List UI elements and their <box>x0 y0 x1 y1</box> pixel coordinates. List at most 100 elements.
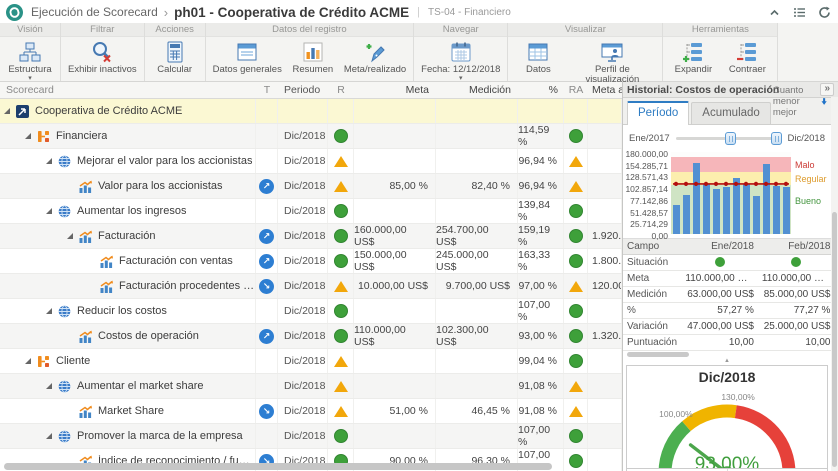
cell-tendency <box>256 374 278 398</box>
ribbon-button-fecha-12-12-2018[interactable]: Fecha: 12/12/2018 ▾ <box>418 39 503 83</box>
panel-horizontal-scrollbar[interactable] <box>623 351 831 358</box>
table-row-aumentar-el-market-share[interactable]: Aumentar el market share Dic/2018 91,08 % <box>0 374 622 399</box>
status-green-circle <box>333 129 348 143</box>
panel-vertical-scrollbar[interactable] <box>831 97 838 471</box>
row-label: Valor para los accionistas <box>98 180 223 192</box>
page-title: ph01 - Cooperativa de Crédito ACME <box>174 4 410 20</box>
ribbon-button-resumen[interactable]: Resumen <box>287 39 339 76</box>
period-range-slider: Ene/2017 Dic/2018 <box>623 125 831 151</box>
status-yellow-triangle <box>568 155 583 167</box>
cell-meta-acumulada <box>588 349 622 373</box>
tree-expander-icon[interactable] <box>67 233 73 239</box>
ribbon-button-estructura[interactable]: Estructura ▾ <box>4 39 56 83</box>
column-header-periodo[interactable]: Periodo <box>284 84 321 96</box>
row-label: Facturación con ventas <box>119 255 233 267</box>
cell-meta-acumulada: 1.800.000 <box>588 249 622 273</box>
trend-up-icon: ↗ <box>259 178 274 194</box>
app-header: Ejecución de Scorecard › ph01 - Cooperat… <box>0 0 838 23</box>
detail-field-label: Meta <box>623 270 682 287</box>
cell-meta <box>354 124 436 148</box>
tree-expander-icon[interactable] <box>25 133 31 139</box>
column-header-scorecard[interactable]: Scorecard <box>6 84 54 96</box>
tree-expander-icon[interactable] <box>46 433 52 439</box>
cell-scorecard: Facturación con ventas <box>0 249 256 273</box>
horizontal-scrollbar-thumb[interactable] <box>4 463 552 470</box>
table-row-valor-para-los-accionistas[interactable]: Valor para los accionistas ↗ Dic/2018 85,00… <box>0 174 622 199</box>
calcular-icon <box>163 40 187 64</box>
refresh-icon[interactable] <box>817 5 832 20</box>
table-row-promover-la-marca-de-la-empresa[interactable]: Promover la marca de la empresa Dic/2018 1… <box>0 424 622 449</box>
table-row-mejorar-el-valor-para-los-accionistas[interactable]: Mejorar el valor para los accionistas Dic… <box>0 149 622 174</box>
cell-meta: 160.000,00 US$ <box>354 224 436 248</box>
column-header-t[interactable]: T <box>263 84 271 96</box>
tree-expander-icon[interactable] <box>46 383 52 389</box>
panel-horizontal-scrollbar-thumb[interactable] <box>627 352 689 357</box>
ribbon-button-meta-realizado[interactable]: Meta/realizado <box>341 39 409 76</box>
cell-medicion <box>436 349 518 373</box>
column-header-meta[interactable]: Meta <box>405 84 429 96</box>
cell-percent: 91,08 % <box>518 374 564 398</box>
ribbon-button-contraer[interactable]: Contraer <box>721 39 773 76</box>
column-header-meta-ac[interactable]: Meta ac <box>592 84 622 96</box>
cell-percent: 93,00 % <box>518 324 564 348</box>
row-label: Aumentar los ingresos <box>77 205 187 217</box>
panel-vertical-scrollbar-thumb[interactable] <box>832 212 837 467</box>
table-row-cliente[interactable]: Cliente Dic/2018 99,04 % <box>0 349 622 374</box>
ribbon-group-filtrar: Filtrar Exhibir inactivos <box>61 23 145 81</box>
tree-expander-icon[interactable] <box>25 358 31 364</box>
table-row-facturaci-n-procedentes-de-otras-fuentes[interactable]: Facturación procedentes de otras fuentes… <box>0 274 622 299</box>
cell-status-r <box>328 99 354 123</box>
tab-periodo[interactable]: Período <box>627 101 690 125</box>
cell-medicion: 102.300,00 US$ <box>436 324 518 348</box>
ribbon-button-exhibir-inactivos[interactable]: Exhibir inactivos <box>65 39 140 76</box>
panel-collapse-button[interactable]: » <box>820 83 834 96</box>
slider-min-label: Ene/2017 <box>629 132 670 144</box>
tree-expander-icon[interactable] <box>4 108 10 114</box>
horizontal-scrollbar[interactable] <box>0 462 622 471</box>
status-yellow-triangle <box>568 180 583 192</box>
slider-handle-end[interactable] <box>770 131 782 145</box>
table-row-aumentar-los-ingresos[interactable]: Aumentar los ingresos Dic/2018 139,84 % <box>0 199 622 224</box>
slider-handle-start[interactable] <box>725 131 737 145</box>
detail-row-situaci-n: Situación <box>623 254 831 271</box>
slider-track[interactable] <box>675 131 782 145</box>
column-header-[interactable]: % <box>548 84 558 96</box>
tree-expander-icon[interactable] <box>46 208 52 214</box>
cell-scorecard: Cliente <box>0 349 256 373</box>
gauge-period-title: Dic/2018 <box>698 369 756 385</box>
status-green-circle <box>333 429 348 443</box>
ribbon-button-label: Calcular <box>157 64 193 75</box>
row-label: Market Share <box>98 405 165 417</box>
column-header-ra[interactable]: RA <box>568 84 584 96</box>
legend-label-bueno: Bueno <box>795 195 822 206</box>
tab-acumulado[interactable]: Acumulado <box>691 102 771 124</box>
table-row-cooperativa-de-cr-dito-acme[interactable]: Cooperativa de Crédito ACME <box>0 99 622 124</box>
table-row-market-share[interactable]: Market Share ↘ Dic/2018 51,00 % 46,45 % 91,08… <box>0 399 622 424</box>
tree-node: Cooperativa de Crédito ACME <box>0 104 182 119</box>
column-header-r[interactable]: R <box>337 84 345 96</box>
panel-splitter-collapse-icon[interactable]: ▲ <box>724 358 730 364</box>
table-row-reducir-los-costos[interactable]: Reducir los costos Dic/2018 107,00 % <box>0 299 622 324</box>
column-header-medici-n[interactable]: Medición <box>468 84 511 96</box>
detail-field-label: Puntuación <box>623 334 682 351</box>
ribbon-button-perfil-de-visualizaci-n[interactable]: Perfil de visualización <box>566 39 658 86</box>
tree-expander-icon[interactable] <box>46 308 52 314</box>
list-view-icon[interactable] <box>792 5 807 20</box>
ribbon-button-calcular[interactable]: Calcular <box>149 39 201 76</box>
table-row-costos-de-operaci-n[interactable]: Costos de operación ↗ Dic/2018 110.000,00 U… <box>0 324 622 349</box>
collapse-ribbon-icon[interactable] <box>767 5 782 20</box>
ribbon-button-expandir[interactable]: Expandir <box>667 39 719 76</box>
y-axis-tick-label: 25.714,29 <box>630 219 668 230</box>
ribbon-button-datos-generales[interactable]: Datos generales <box>210 39 285 76</box>
slider-max-label: Dic/2018 <box>787 132 826 144</box>
breadcrumb-root[interactable]: Ejecución de Scorecard <box>31 5 158 19</box>
status-yellow-triangle <box>333 180 348 192</box>
table-row-facturaci-n-con-ventas[interactable]: Facturación con ventas ↗ Dic/2018 150.000,0… <box>0 249 622 274</box>
tree-expander-icon[interactable] <box>46 158 52 164</box>
legend-label-malo: Malo <box>795 159 815 170</box>
table-row-financiera[interactable]: Financiera Dic/2018 114,59 % <box>0 124 622 149</box>
table-row-facturaci-n[interactable]: Facturación ↗ Dic/2018 160.000,00 US$ 254.70… <box>0 224 622 249</box>
ribbon-button-datos[interactable]: Datos <box>512 39 564 76</box>
